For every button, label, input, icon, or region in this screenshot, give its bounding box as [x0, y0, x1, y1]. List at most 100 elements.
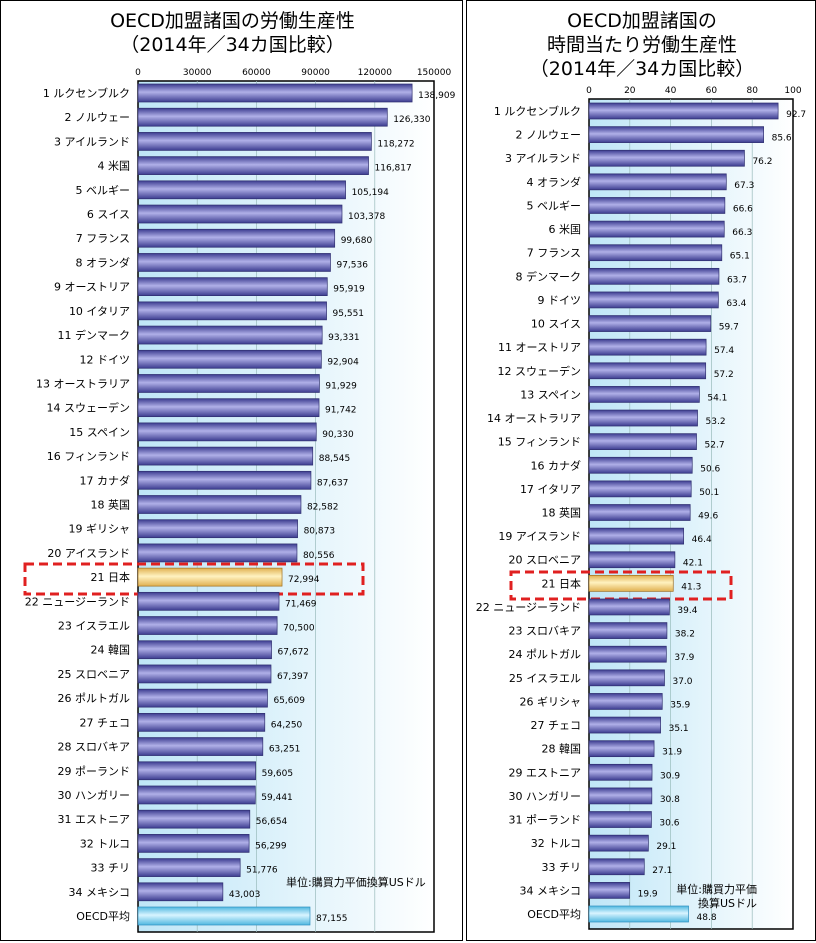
category-label: 18 英国 — [542, 506, 582, 520]
data-label: 37.9 — [674, 653, 694, 663]
title-line: 時間当たり労働生産性 — [546, 34, 737, 56]
category-label: 7 フランス — [76, 232, 130, 245]
category-label: 31 ポーランド — [509, 814, 582, 827]
data-label: 63.4 — [726, 299, 746, 309]
data-label: 85.6 — [772, 134, 792, 144]
bar — [588, 858, 645, 876]
bar — [588, 386, 700, 403]
data-label: 53.2 — [706, 417, 726, 427]
bar-chart: 0 20 40 60 80 100 1 ルクセンブルク 92.7 2 ノルウェー 85.6 3 アイ… — [476, 86, 806, 930]
category-label: 22 ニュージーランド — [25, 595, 130, 608]
data-label: 38.2 — [675, 630, 695, 640]
bar — [588, 622, 668, 639]
category-label: 2 ノルウェー — [516, 129, 582, 142]
x-tick-label: 90000 — [301, 68, 330, 78]
category-label: 24 ポルトガル — [509, 648, 582, 661]
data-label: 88,545 — [319, 454, 351, 464]
data-label: 90,330 — [322, 430, 354, 440]
bar — [588, 598, 670, 616]
data-label: 54.1 — [707, 393, 727, 403]
labor-productivity-panel: OECD加盟諸国の労働生産性 （2014年／34カ国比較） 0 30000 6000… — [0, 0, 463, 941]
data-label: 39.4 — [677, 606, 697, 616]
x-tick-label: 0 — [135, 68, 141, 78]
bar — [588, 527, 685, 545]
bar — [137, 543, 298, 563]
bar — [588, 362, 707, 380]
category-label: 32 トルコ — [80, 837, 130, 850]
category-label: OECD平均 — [76, 910, 130, 923]
category-label: 24 韓国 — [91, 644, 131, 657]
data-label: 116,817 — [375, 164, 412, 174]
bar — [137, 228, 336, 248]
data-label: 63,251 — [269, 745, 301, 755]
bar — [137, 834, 250, 853]
category-label: 3 アイルランド — [505, 152, 581, 165]
category-label: 19 アイスランド — [498, 530, 581, 543]
data-label: 72,994 — [288, 575, 320, 585]
bar — [137, 882, 224, 902]
data-label: 80,556 — [303, 551, 335, 561]
data-label: 30.9 — [660, 771, 680, 781]
bar — [137, 253, 331, 272]
bar — [588, 244, 723, 262]
bar — [137, 591, 280, 611]
category-label: 27 チェコ — [80, 716, 131, 729]
category-label: 1 ルクセンブルク — [43, 86, 130, 100]
category-label: 9 オーストリア — [54, 281, 130, 294]
category-label: 15 フィンランド — [498, 436, 581, 449]
bar — [137, 785, 256, 805]
category-label: 30 ハンガリー — [509, 790, 582, 803]
bar — [137, 640, 272, 660]
data-label: 27.1 — [652, 866, 672, 876]
category-label: 25 イスラエル — [509, 672, 581, 685]
bar — [588, 102, 779, 120]
x-tick-label: 0 — [586, 86, 592, 96]
category-label: 13 スペイン — [520, 388, 581, 401]
bar — [137, 422, 317, 442]
bar — [588, 480, 692, 498]
title-line: OECD加盟諸国の労働生産性 — [110, 10, 355, 32]
category-label: 13 オーストラリア — [36, 377, 130, 390]
bar — [137, 858, 241, 877]
category-label: 32 トルコ — [531, 837, 581, 850]
bar — [588, 433, 697, 450]
bar — [137, 277, 328, 296]
category-label: 26 ポルトガル — [58, 692, 131, 705]
title-line: （2014年／34カ国比較） — [120, 34, 345, 56]
bar — [137, 737, 264, 756]
data-label: 67,672 — [278, 648, 310, 658]
category-label: 19 ギリシャ — [69, 523, 131, 536]
data-label: 35.9 — [670, 700, 690, 710]
x-tick-label: 40 — [665, 86, 677, 96]
bar — [137, 107, 388, 127]
data-label: 30.6 — [659, 819, 679, 829]
data-label: 76.2 — [752, 157, 772, 167]
category-label: 10 スイス — [531, 318, 581, 331]
bar — [137, 470, 312, 490]
bar — [588, 645, 667, 663]
data-label: 67,397 — [277, 672, 309, 682]
bar — [588, 456, 693, 474]
category-label: 16 フィンランド — [47, 450, 130, 463]
bar-japan — [588, 575, 674, 592]
data-label: 37.0 — [672, 677, 692, 687]
bar — [137, 204, 343, 224]
data-label: 30.8 — [660, 795, 680, 805]
data-label: 67.3 — [734, 181, 754, 191]
data-label: 95,919 — [333, 285, 365, 295]
bar — [137, 809, 251, 829]
data-label: 31.9 — [662, 748, 682, 758]
data-label: 56,299 — [255, 841, 287, 851]
bar — [588, 315, 712, 332]
category-label: 9 ドイツ — [538, 294, 582, 307]
category-label: 16 カナダ — [531, 458, 582, 472]
bar-chart: 0 30000 60000 90000 120000 150000 1 ルクセンブルク 138… — [23, 68, 456, 933]
bar — [588, 787, 653, 805]
bar — [137, 495, 302, 514]
category-label: 34 メキシコ — [520, 884, 582, 897]
data-label: 87,155 — [316, 914, 348, 924]
data-label: 59,441 — [261, 793, 293, 803]
data-label: 126,330 — [393, 115, 430, 125]
data-label: 64,250 — [271, 720, 303, 730]
